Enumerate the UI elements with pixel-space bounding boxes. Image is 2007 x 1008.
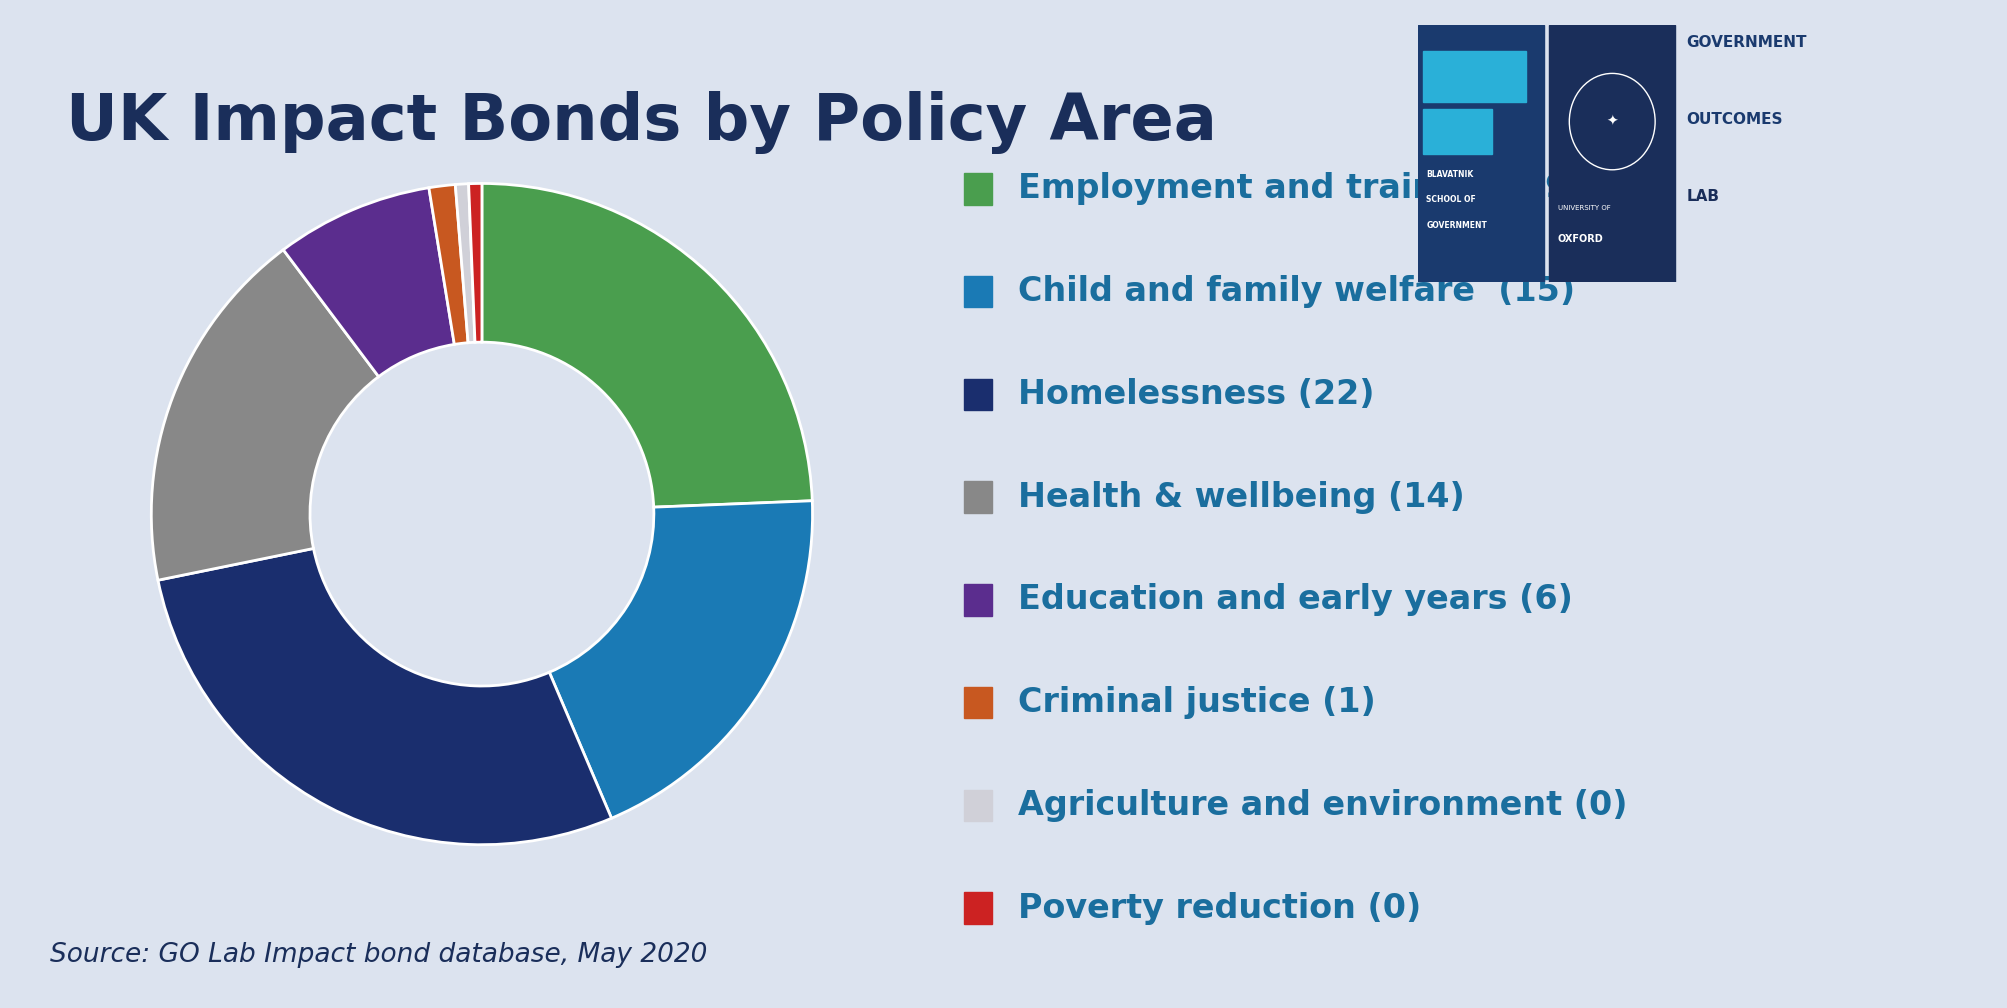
- Wedge shape: [429, 184, 468, 345]
- Bar: [963, 686, 991, 719]
- Bar: [963, 379, 991, 410]
- Bar: [963, 584, 991, 616]
- Text: BLAVATNIK: BLAVATNIK: [1425, 169, 1473, 178]
- Bar: [1417, 25, 1543, 282]
- Text: Child and family welfare  (15): Child and family welfare (15): [1018, 275, 1573, 308]
- Wedge shape: [456, 183, 476, 343]
- Bar: [963, 789, 991, 821]
- Text: Health & wellbeing (14): Health & wellbeing (14): [1018, 481, 1463, 514]
- Text: Criminal justice (1): Criminal justice (1): [1018, 686, 1375, 719]
- Wedge shape: [159, 548, 612, 845]
- Text: OXFORD: OXFORD: [1557, 234, 1604, 244]
- Bar: [963, 173, 991, 205]
- Text: Education and early years (6): Education and early years (6): [1018, 584, 1571, 616]
- Bar: [1549, 25, 1674, 282]
- Wedge shape: [151, 250, 379, 581]
- Text: OUTCOMES: OUTCOMES: [1686, 112, 1782, 127]
- Text: GOVERNMENT: GOVERNMENT: [1686, 35, 1806, 49]
- Text: GOVERNMENT: GOVERNMENT: [1425, 221, 1487, 230]
- Text: LAB: LAB: [1686, 190, 1718, 204]
- Text: Poverty reduction (0): Poverty reduction (0): [1018, 891, 1421, 924]
- Bar: [1423, 51, 1525, 103]
- Text: Homelessness (22): Homelessness (22): [1018, 378, 1373, 411]
- Text: SCHOOL OF: SCHOOL OF: [1425, 196, 1475, 205]
- Text: Agriculture and environment (0): Agriculture and environment (0): [1018, 789, 1626, 822]
- Bar: [1423, 109, 1491, 154]
- Text: Source: GO Lab Impact bond database, May 2020: Source: GO Lab Impact bond database, May…: [50, 941, 706, 968]
- Bar: [963, 276, 991, 307]
- Wedge shape: [283, 187, 454, 377]
- Bar: [963, 482, 991, 513]
- Wedge shape: [482, 183, 813, 507]
- Wedge shape: [550, 501, 813, 818]
- Text: Employment and training (19): Employment and training (19): [1018, 172, 1582, 206]
- Text: ✦: ✦: [1606, 115, 1618, 129]
- Wedge shape: [468, 183, 482, 343]
- Text: UNIVERSITY OF: UNIVERSITY OF: [1557, 206, 1610, 211]
- Text: UK Impact Bonds by Policy Area: UK Impact Bonds by Policy Area: [66, 91, 1216, 153]
- Bar: [963, 892, 991, 923]
